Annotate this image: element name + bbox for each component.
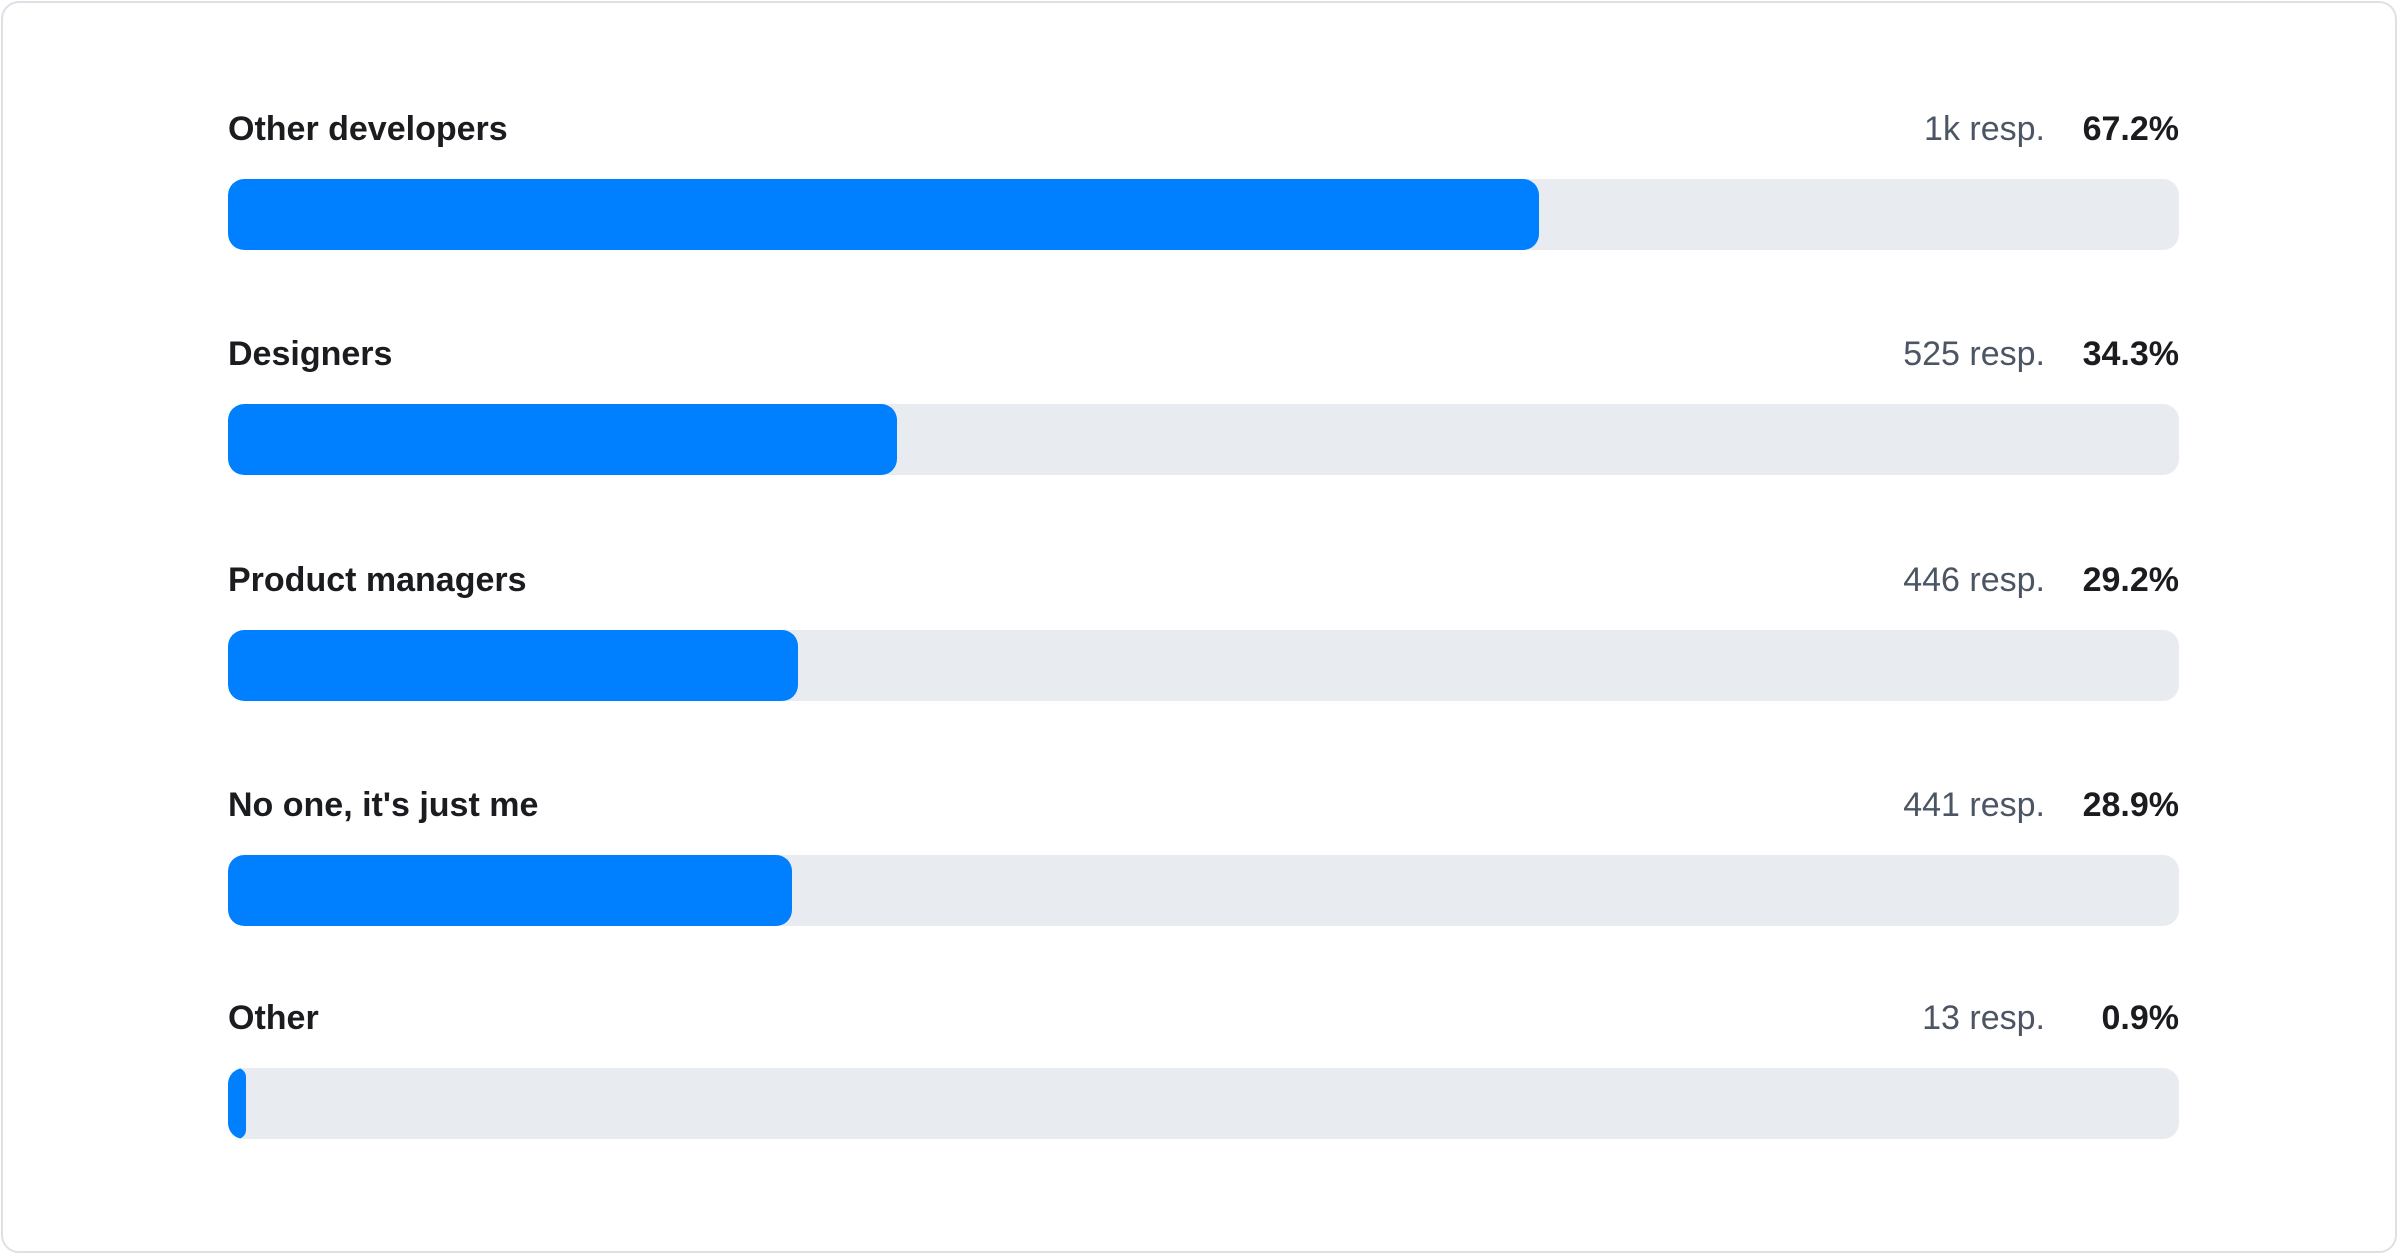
bar-fill (228, 630, 798, 701)
response-count: 441 resp. (1903, 786, 2045, 824)
response-count: 1k resp. (1924, 110, 2045, 148)
bar-track (228, 1068, 2179, 1139)
response-count: 525 resp. (1903, 335, 2045, 373)
row-stats: 13 resp. 0.9% (1922, 998, 2179, 1038)
bar-track (228, 179, 2179, 250)
bar-fill (228, 855, 792, 926)
percent-label: 67.2% (2082, 110, 2179, 148)
bar-fill (228, 404, 898, 475)
category-label: No one, it's just me (228, 786, 539, 824)
category-label: Designers (228, 335, 393, 373)
response-count: 446 resp. (1903, 561, 2045, 599)
row-stats: 525 resp. 34.3% (1903, 334, 2179, 374)
bar-fill (228, 179, 1540, 250)
row-stats: 1k resp. 67.2% (1924, 109, 2179, 149)
bar-track (228, 630, 2179, 701)
percent-label: 34.3% (2082, 335, 2179, 373)
percent-label: 0.9% (2101, 999, 2180, 1037)
category-label: Product managers (228, 561, 527, 599)
bar-fill (228, 1068, 246, 1139)
row-stats: 446 resp. 29.2% (1903, 560, 2179, 600)
percent-label: 28.9% (2082, 786, 2179, 824)
response-count: 13 resp. (1922, 999, 2045, 1037)
percent-label: 29.2% (2082, 561, 2179, 599)
bar-track (228, 855, 2179, 926)
row-stats: 441 resp. 28.9% (1903, 785, 2179, 825)
category-label: Other developers (228, 110, 508, 148)
bar-track (228, 404, 2179, 475)
category-label: Other (228, 999, 319, 1037)
